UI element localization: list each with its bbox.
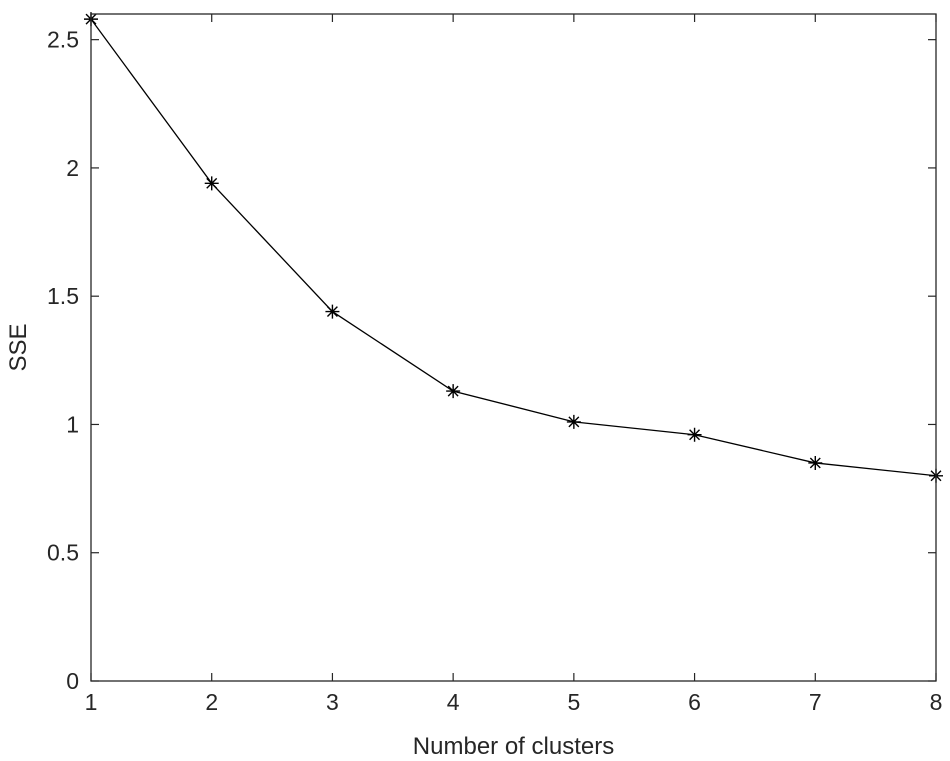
data-point-asterisk bbox=[687, 427, 702, 442]
x-tick-label: 5 bbox=[567, 689, 580, 715]
series-layer bbox=[84, 12, 943, 483]
x-axis-ticks: 1 2 3 4 5 6 7 8 bbox=[85, 14, 943, 715]
x-tick-label: 8 bbox=[930, 689, 943, 715]
data-point-asterisk bbox=[325, 304, 340, 319]
data-point-asterisk bbox=[204, 176, 219, 191]
x-tick-label: 1 bbox=[85, 689, 98, 715]
y-tick-label: 0.5 bbox=[47, 540, 79, 566]
x-tick-label: 6 bbox=[688, 689, 701, 715]
y-tick-label: 1 bbox=[66, 411, 79, 437]
x-tick-label: 3 bbox=[326, 689, 339, 715]
data-point-asterisk bbox=[808, 455, 823, 470]
x-tick-label: 7 bbox=[809, 689, 822, 715]
y-tick-label: 1.5 bbox=[47, 283, 79, 309]
data-point-asterisk bbox=[566, 414, 581, 429]
y-axis-ticks: 0 0.5 1 1.5 2 2.5 bbox=[47, 27, 936, 694]
y-tick-label: 0 bbox=[66, 668, 79, 694]
data-point-asterisk bbox=[446, 384, 461, 399]
x-tick-label: 4 bbox=[447, 689, 460, 715]
y-tick-label: 2 bbox=[66, 155, 79, 181]
x-tick-label: 2 bbox=[205, 689, 218, 715]
plot-area-box bbox=[90, 13, 937, 682]
y-tick-label: 2.5 bbox=[47, 27, 79, 53]
x-axis-label: Number of clusters bbox=[413, 733, 614, 760]
y-axis-label: SSE bbox=[5, 323, 32, 371]
series-line bbox=[90, 18, 937, 477]
